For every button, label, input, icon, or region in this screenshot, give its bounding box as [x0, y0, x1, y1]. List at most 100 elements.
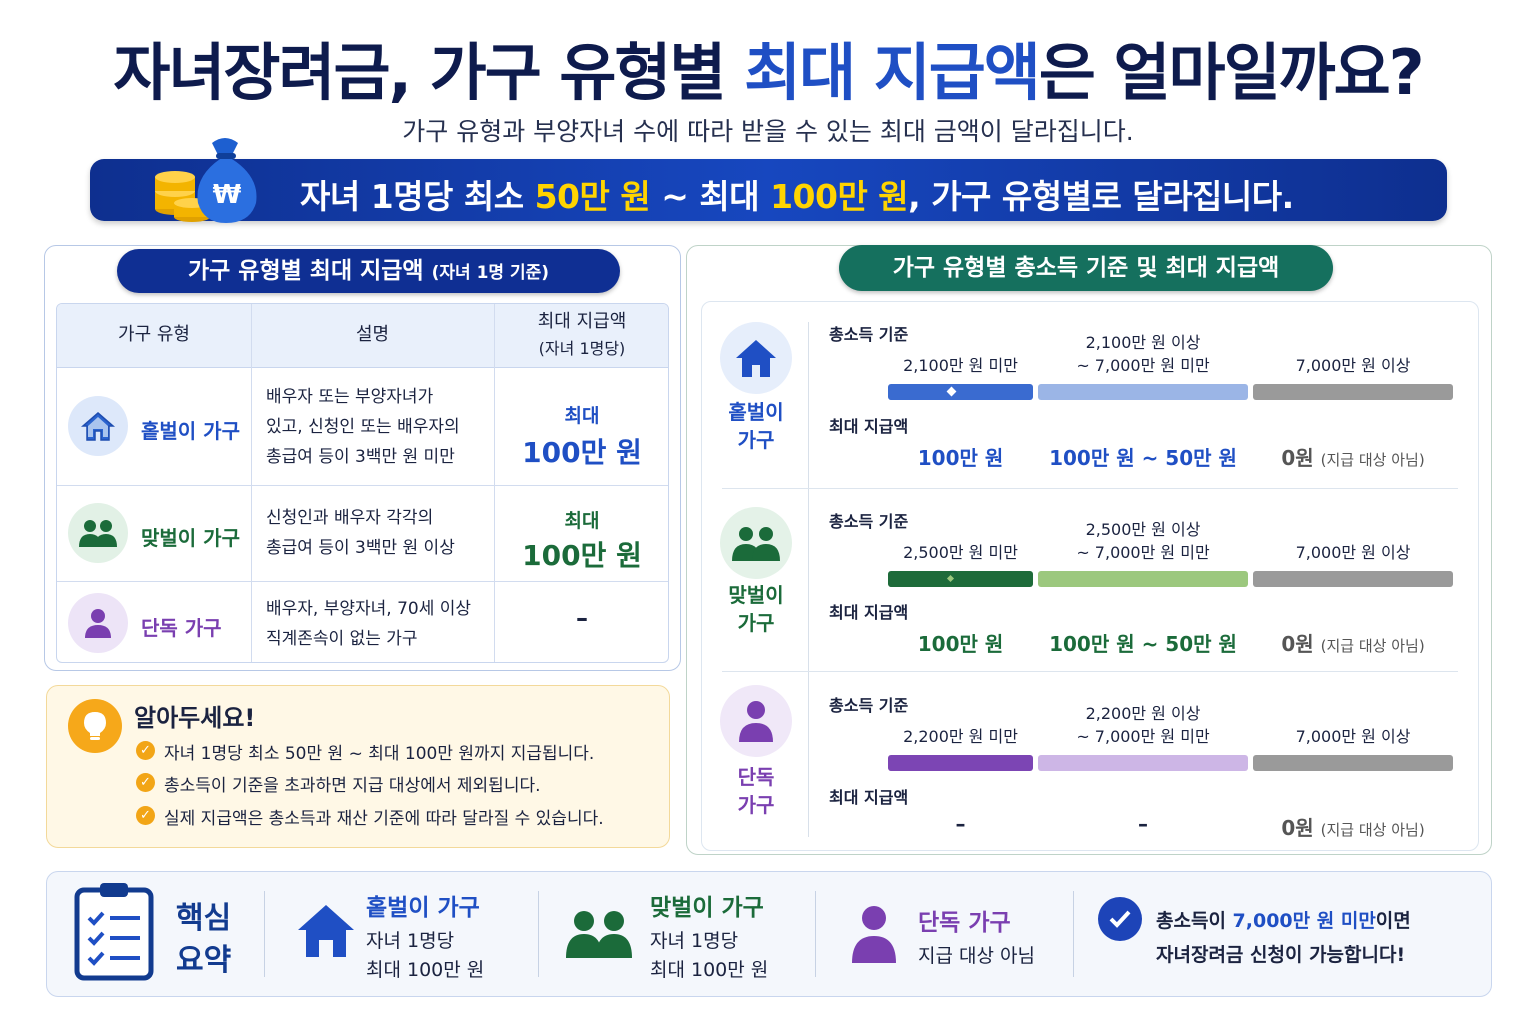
row-type-line: 가구: [737, 793, 775, 817]
couple-icon: [720, 507, 792, 579]
row-type-label: 홑벌이 가구: [141, 419, 240, 443]
row-type-line: 홑벌이: [728, 400, 784, 424]
row-desc-line: 직계존속이 없는 가구: [266, 629, 418, 649]
summary-final-line2: 자녀장려금 신청이 가능합니다!: [1156, 944, 1406, 966]
row-type-line: 가구: [737, 428, 775, 452]
summary-single-earner-title: 홑벌이 가구: [366, 895, 480, 921]
row-type-line: 맞벌이: [728, 583, 784, 607]
banner-p1: 자녀 1명당 최소: [300, 177, 535, 216]
summary-dual-earner-title: 맞벌이 가구: [650, 895, 764, 921]
row-type-label: 맞벌이 가구: [141, 526, 240, 550]
income-bar-high: [1253, 571, 1453, 587]
header-amount: 최대 지급액: [537, 311, 627, 332]
summary-divider: [815, 891, 816, 977]
house-icon: [298, 905, 354, 957]
left-pill-title: 가구 유형별 최대 지급액: [187, 258, 432, 284]
row-amount-value: 100만 원: [522, 436, 642, 469]
summary-title: 요약: [176, 943, 232, 978]
table-row: 홑벌이 가구 배우자 또는 부양자녀가 있고, 신청인 또는 배우자의 총급여 …: [57, 368, 668, 485]
house-icon: [720, 322, 792, 394]
summary-bar: [46, 871, 1492, 997]
couple-icon: [566, 911, 632, 958]
max-label: 최대 지급액: [829, 417, 909, 436]
table-row: 단독 가구 배우자, 부양자녀, 70세 이상 직계존속이 없는 가구 –: [57, 582, 668, 662]
row-desc-line: 배우자, 부양자녀, 70세 이상: [266, 599, 472, 619]
max-amount-table: 가구 유형 설명 최대 지급액 (자녀 1명당) 홑벌이 가구 배우자 또는 부…: [56, 303, 669, 663]
threshold-mid: 2,500만 원 이상: [1085, 520, 1201, 539]
income-label: 총소득 기준: [829, 325, 909, 344]
income-criteria-box: [701, 301, 1479, 851]
income-bar-low: [888, 755, 1033, 771]
banner-min: 50만 원: [534, 177, 651, 216]
summary-divider: [538, 891, 539, 977]
amount-mid: 100만 원 ~ 50만 원: [1049, 446, 1237, 470]
amount-high: 0원 (지급 대상 아님): [1253, 812, 1453, 841]
threshold-mid: 2,200만 원 이상: [1085, 704, 1201, 723]
banner-p3: , 가구 유형별로 달라집니다.: [908, 177, 1294, 216]
amount-mid: –: [1138, 812, 1148, 836]
won-symbol: ₩: [213, 180, 242, 210]
tip-title: 알아두세요!: [134, 704, 256, 732]
threshold-low: 2,100만 원 미만: [903, 356, 1018, 375]
row-type-line: 가구: [737, 611, 775, 635]
threshold-mid: ~ 7,000만 원 미만: [1076, 543, 1210, 562]
income-bar-high: [1253, 755, 1453, 771]
zero-amount: 0원: [1281, 446, 1314, 470]
income-bar-mid: [1038, 755, 1248, 771]
threshold-mid: ~ 7,000만 원 미만: [1076, 727, 1210, 746]
title-part1: 자녀장려금, 가구 유형별: [113, 36, 745, 109]
person-icon: [720, 685, 792, 757]
left-panel-title: 가구 유형별 최대 지급액 (자녀 1명 기준): [117, 249, 620, 293]
zero-amount: 0원: [1281, 816, 1314, 840]
row-type-line: 단독: [737, 765, 775, 789]
check-icon: ✓: [136, 741, 155, 760]
summary-single-title: 단독 가구: [918, 910, 1011, 936]
marker-icon: [946, 386, 957, 397]
left-pill-note: (자녀 1명 기준): [431, 263, 550, 283]
clipboard-icon: [74, 883, 154, 981]
row-amount-label: 최대: [564, 510, 600, 532]
income-bar-high: [1253, 384, 1453, 400]
row-amount-value: 100만 원: [522, 539, 642, 572]
right-panel-title: 가구 유형별 총소득 기준 및 최대 지급액: [839, 245, 1333, 291]
banner-text: 자녀 1명당 최소 50만 원 ~ 최대 100만 원, 가구 유형별로 달라집…: [300, 170, 1380, 218]
right-panel: [686, 245, 1492, 855]
row-divider: [722, 671, 1458, 672]
summary-divider: [264, 891, 265, 977]
row-divider: [57, 485, 668, 486]
house-icon: [68, 396, 128, 456]
zero-amount: 0원: [1281, 632, 1314, 656]
threshold-high: 7,000만 원 이상: [1295, 727, 1411, 746]
row-desc-line: 총급여 등이 3백만 원 미만: [266, 447, 455, 467]
income-bar-low: [888, 384, 1033, 400]
person-icon: [852, 906, 896, 963]
header-type: 가구 유형: [118, 324, 190, 345]
summary-final-line: 총소득이 7,000만 원 미만이면: [1156, 906, 1411, 933]
income-bar-mid: [1038, 384, 1248, 400]
amount-low: 100만 원: [917, 446, 1004, 470]
income-bar-mid: [1038, 571, 1248, 587]
max-label: 최대 지급액: [829, 603, 909, 622]
row-amount-dash: –: [576, 604, 588, 632]
amount-high: 0원 (지급 대상 아님): [1253, 442, 1453, 471]
row-divider: [722, 488, 1458, 489]
title-highlight: 최대 지급액: [744, 36, 1041, 109]
summary-single-line: 지급 대상 아님: [918, 945, 1035, 967]
tip-item: 총소득이 기준을 초과하면 지급 대상에서 제외됩니다.: [164, 776, 541, 796]
row-desc-line: 배우자 또는 부양자녀가: [266, 387, 434, 407]
header-desc: 설명: [355, 324, 390, 345]
summary-dual-earner-line: 최대 100만 원: [650, 959, 769, 981]
column-divider: [494, 304, 495, 662]
row-desc-line: 신청인과 배우자 각각의: [266, 508, 434, 528]
income-label: 총소득 기준: [829, 512, 909, 531]
threshold-low: 2,500만 원 미만: [903, 543, 1018, 562]
amount-high: 0원 (지급 대상 아님): [1253, 628, 1453, 657]
summary-single-earner-line: 최대 100만 원: [366, 959, 485, 981]
column-divider: [251, 304, 252, 662]
threshold-mid: ~ 7,000만 원 미만: [1076, 356, 1210, 375]
checkmark-icon: [1098, 897, 1142, 941]
check-icon: ✓: [136, 806, 155, 825]
row-desc-line: 총급여 등이 3백만 원 이상: [266, 538, 455, 558]
zero-note: (지급 대상 아님): [1320, 821, 1425, 839]
row-type-label: 단독 가구: [141, 616, 222, 640]
